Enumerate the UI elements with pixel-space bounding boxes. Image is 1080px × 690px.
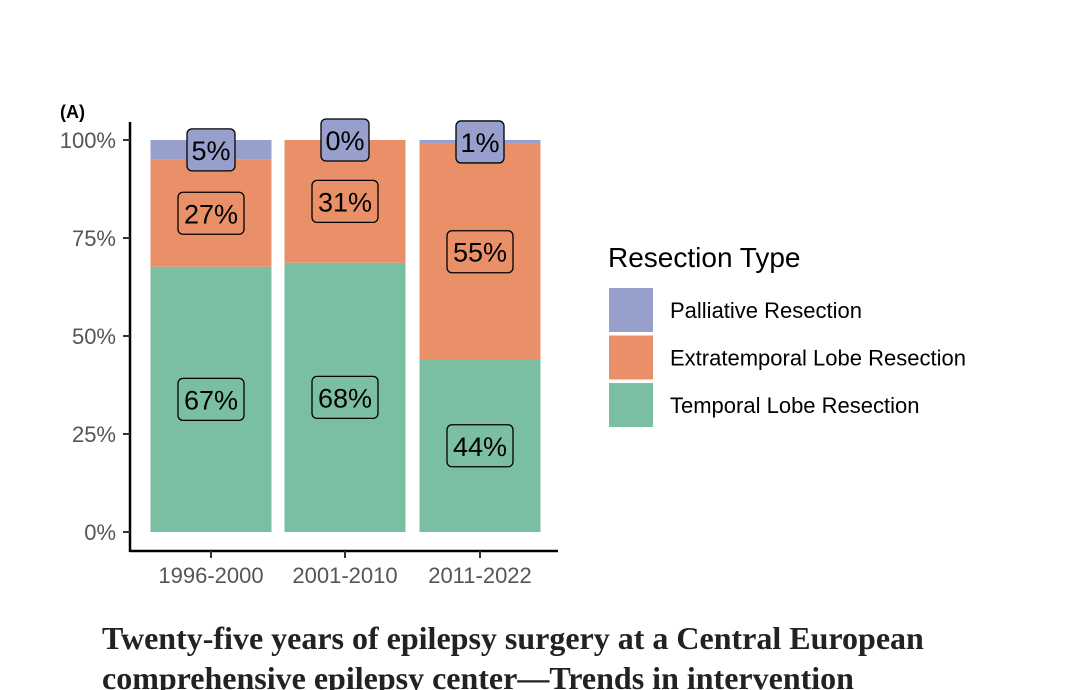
x-tick-label: 2011-2022 (428, 563, 532, 588)
segment-label-box (177, 377, 245, 422)
segment-label-text: 1% (460, 128, 499, 158)
segment-labels-layer: 67% 27% 5% 68% 31% 0% 44% 55% 1% (177, 118, 514, 468)
segment-label-box (177, 191, 245, 235)
segment-label-temporal-lobe-resection-2001-2010: 68% (311, 375, 379, 420)
segment-label-text: 0% (325, 126, 364, 156)
segment-label-extratemporal-lobe-resection-2011-2022: 55% (446, 230, 514, 274)
y-tick-label: 75% (72, 226, 116, 251)
segment-label-text: 31% (318, 187, 372, 217)
segment-label-extratemporal-lobe-resection-1996-2000: 27% (177, 191, 245, 235)
legend-swatch (609, 335, 653, 380)
legend-title: Resection Type (608, 242, 801, 273)
legend-item: Extratemporal Lobe Resection (609, 335, 966, 380)
paper-title-line-2: comprehensive epilepsy center—Trends in … (102, 660, 854, 690)
segment-label-text: 27% (184, 199, 238, 229)
y-tick-label: 0% (84, 520, 116, 545)
segment-label-text: 68% (318, 383, 372, 413)
paper-title: Twenty-five years of epilepsy surgery at… (102, 618, 1062, 690)
legend-label: Palliative Resection (670, 298, 862, 323)
y-tick-label: 100% (60, 128, 116, 153)
y-tick-label: 50% (72, 324, 116, 349)
x-tick-label: 1996-2000 (158, 563, 263, 588)
legend-label: Extratemporal Lobe Resection (670, 346, 966, 371)
panel-label: (A) (60, 102, 85, 122)
legend-swatch (609, 383, 653, 427)
segment-label-box (311, 375, 379, 420)
paper-title-line-1: Twenty-five years of epilepsy surgery at… (102, 620, 924, 656)
legend-item: Temporal Lobe Resection (609, 383, 919, 427)
segment-label-text: 44% (453, 432, 507, 462)
segment-label-box (320, 118, 370, 162)
legend: Resection Type Palliative Resection Extrat… (608, 242, 966, 427)
segment-label-text: 5% (191, 136, 230, 166)
legend-label: Temporal Lobe Resection (670, 393, 919, 418)
y-tick-label: 25% (72, 422, 116, 447)
stacked-bar-chart: (A) 0% 25% 50% 75% 100% 1996-2000 2001-2010 201… (60, 102, 966, 588)
axes-layer: 0% 25% 50% 75% 100% 1996-2000 2001-2010 2011-20… (60, 122, 558, 588)
legend-item: Palliative Resection (609, 288, 862, 332)
segment-label-text: 67% (184, 385, 238, 415)
segment-label-box (311, 179, 379, 224)
x-tick-label: 2001-2010 (292, 563, 397, 588)
segment-label-text: 55% (453, 238, 507, 268)
segment-label-box (186, 128, 236, 172)
segment-label-temporal-lobe-resection-1996-2000: 67% (177, 377, 245, 422)
segment-label-palliative-resection-1996-2000: 5% (186, 128, 236, 172)
segment-label-extratemporal-lobe-resection-2001-2010: 31% (311, 179, 379, 224)
segment-label-palliative-resection-2001-2010: 0% (320, 118, 370, 162)
segment-label-box (446, 230, 514, 274)
segment-label-box (446, 424, 514, 468)
segment-label-box (455, 120, 505, 164)
segment-label-temporal-lobe-resection-2011-2022: 44% (446, 424, 514, 468)
segment-label-palliative-resection-2011-2022: 1% (455, 120, 505, 164)
legend-swatch (609, 288, 653, 332)
